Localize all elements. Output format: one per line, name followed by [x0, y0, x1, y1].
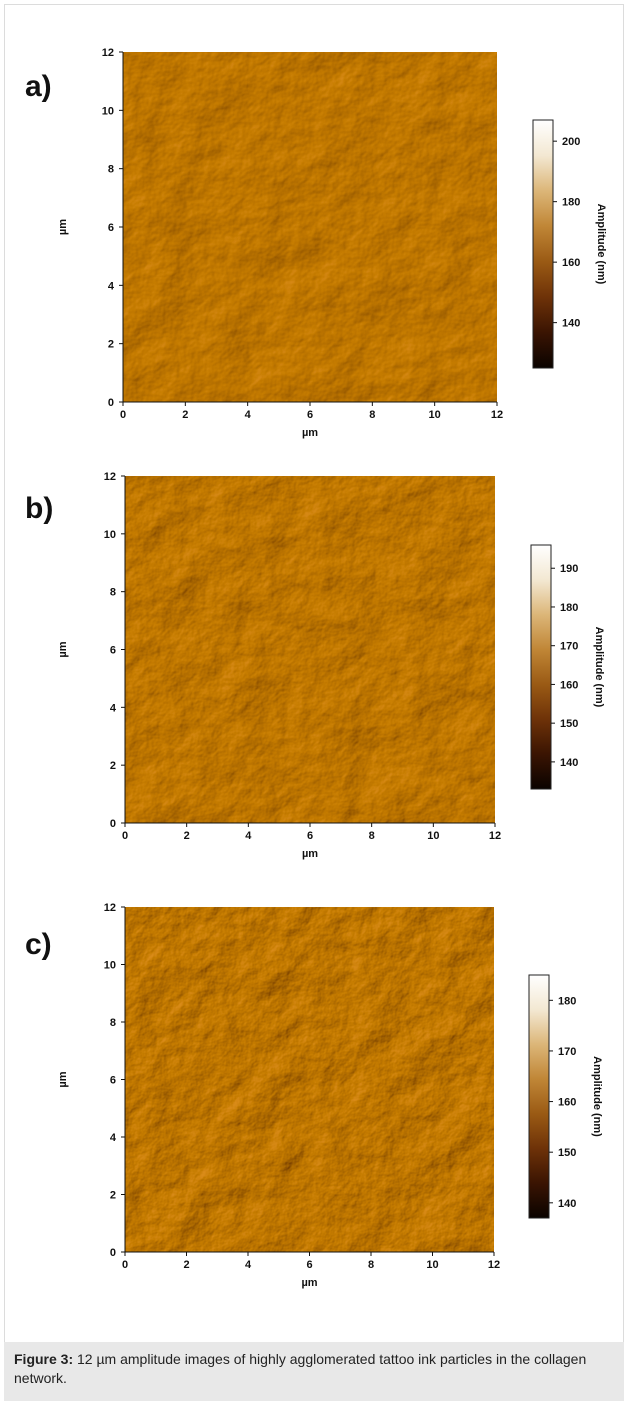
- afm-amplitude-image: [123, 52, 497, 402]
- afm-amplitude-image: [125, 476, 495, 823]
- afm-amplitude-image: [125, 907, 494, 1252]
- caption-label: Figure 3:: [14, 1351, 74, 1367]
- caption-text: 12 µm amplitude images of highly agglome…: [14, 1351, 587, 1386]
- figure-caption: Figure 3: 12 µm amplitude images of high…: [4, 1342, 624, 1401]
- panel-label: c): [25, 928, 52, 961]
- panel-label: a): [25, 70, 52, 103]
- panel-label: b): [25, 492, 54, 525]
